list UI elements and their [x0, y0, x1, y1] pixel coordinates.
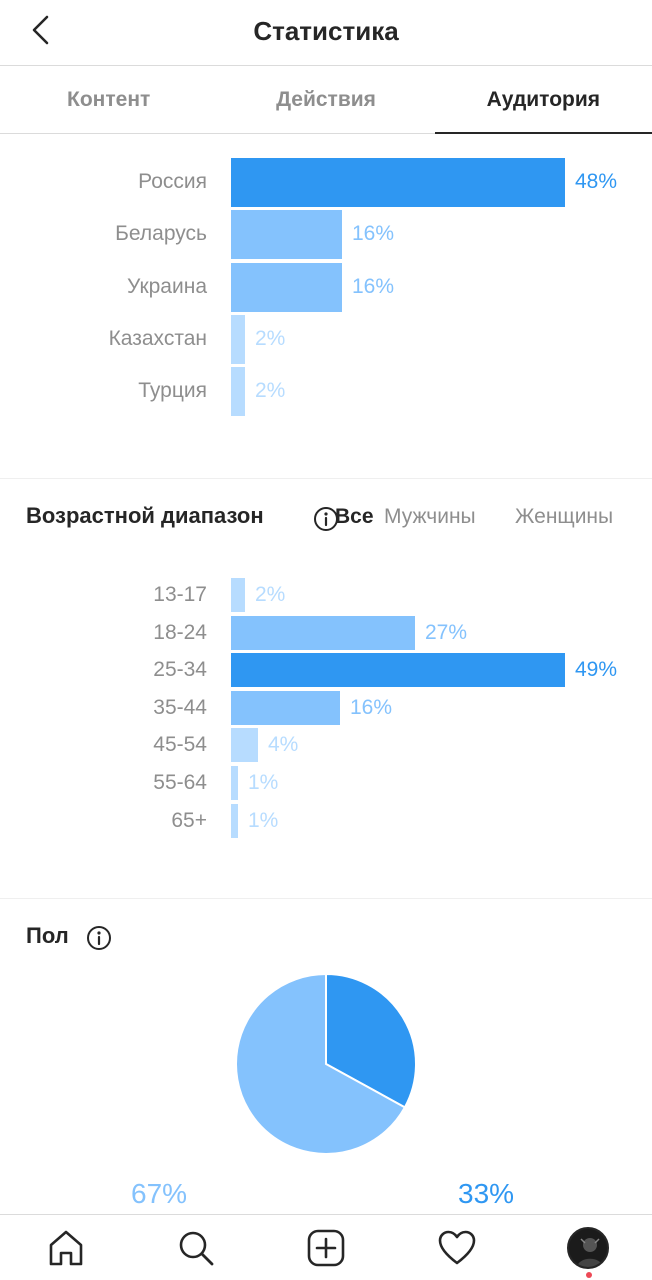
location-value: 16% — [352, 222, 395, 246]
tabbar-activity[interactable] — [417, 1215, 497, 1280]
age-bar — [231, 803, 238, 838]
section-divider — [0, 898, 652, 899]
age-label: 65+ — [171, 808, 207, 832]
gender-slice-1-value: 67% — [131, 1178, 188, 1209]
location-bar — [231, 367, 245, 417]
tab-content[interactable]: Контент — [67, 87, 151, 111]
gender-slice-2-value: 33% — [458, 1178, 515, 1209]
location-label: Казахстан — [108, 326, 207, 350]
location-value: 2% — [255, 379, 286, 403]
bottom-tab-bar — [0, 1214, 652, 1280]
filter-men[interactable]: Мужчины — [384, 505, 476, 528]
location-bar — [231, 314, 245, 364]
age-label: 25-34 — [153, 658, 207, 682]
age-value: 1% — [248, 808, 279, 832]
age-value: 27% — [425, 620, 468, 644]
filter-all[interactable]: Все — [335, 505, 374, 528]
location-label: Россия — [138, 170, 207, 193]
age-label: 35-44 — [153, 695, 207, 719]
age-value: 1% — [248, 771, 279, 794]
location-label: Украина — [127, 274, 207, 298]
tabbar-search[interactable] — [156, 1215, 236, 1280]
age-bar — [231, 728, 258, 763]
gender-title: Пол — [26, 923, 69, 949]
notification-dot — [586, 1272, 592, 1278]
age-bar — [231, 690, 340, 725]
location-value: 16% — [352, 274, 395, 298]
tab-audience[interactable]: Аудитория — [434, 66, 652, 134]
tabbar-profile[interactable] — [548, 1215, 628, 1280]
gender-pie-svg — [235, 972, 417, 1155]
filter-women[interactable]: Женщины — [515, 505, 614, 528]
age-value: 49% — [575, 658, 618, 682]
page-title: Статистика — [253, 16, 399, 46]
age-range-title-text: Возрастной диапазон — [26, 503, 264, 528]
heart-icon — [438, 1230, 476, 1265]
location-bar — [231, 210, 342, 260]
age-bar — [231, 653, 565, 688]
profile-avatar — [567, 1227, 609, 1269]
age-label: 18-24 — [153, 620, 207, 644]
tabbar-home[interactable] — [26, 1215, 106, 1280]
location-label: Турция — [138, 379, 207, 403]
gender-pie-chart — [235, 972, 417, 1155]
age-bar — [231, 615, 415, 650]
add-post-icon — [307, 1229, 345, 1267]
chevron-left-icon — [32, 15, 49, 45]
location-value: 48% — [575, 170, 618, 193]
age-bar — [231, 578, 245, 612]
age-label: 55-64 — [153, 771, 207, 794]
tabbar-new-post[interactable] — [286, 1215, 366, 1280]
pie-slice-1 — [235, 972, 407, 1155]
age-value: 16% — [350, 695, 393, 719]
age-label: 13-17 — [153, 583, 207, 606]
info-icon[interactable] — [313, 506, 339, 532]
location-bar — [231, 158, 565, 207]
age-label: 45-54 — [153, 733, 207, 757]
location-value: 2% — [255, 326, 286, 350]
age-bar — [231, 766, 238, 800]
location-label: Беларусь — [115, 222, 207, 246]
home-icon — [49, 1230, 83, 1266]
tab-actions[interactable]: Действия — [276, 87, 376, 111]
back-button[interactable] — [22, 12, 58, 48]
header: Статистика — [0, 0, 652, 66]
pie-slice-2 — [325, 972, 417, 1109]
search-icon — [179, 1231, 214, 1266]
location-bar — [231, 262, 342, 312]
info-icon[interactable] — [86, 925, 112, 951]
age-value: 2% — [255, 583, 286, 606]
age-range-title: Возрастной диапазон — [26, 503, 264, 529]
section-divider — [0, 478, 652, 479]
gender-title-text: Пол — [26, 923, 69, 948]
stats-tabs: Контент Действия Аудитория — [0, 66, 652, 134]
age-value: 4% — [268, 733, 299, 757]
